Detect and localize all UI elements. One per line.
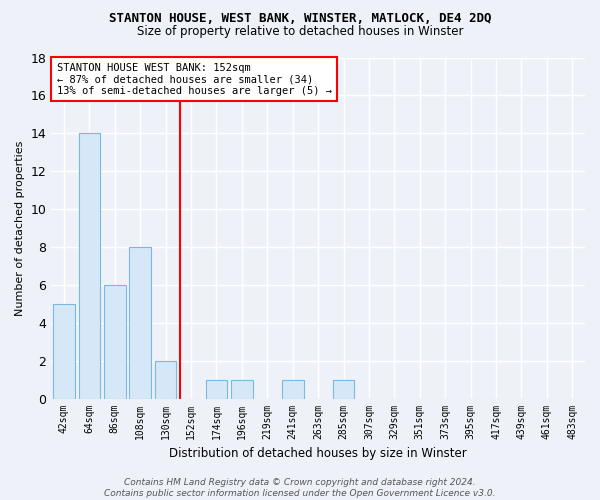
Bar — [333, 380, 355, 398]
Bar — [155, 360, 176, 399]
Bar — [53, 304, 75, 398]
Text: STANTON HOUSE WEST BANK: 152sqm
← 87% of detached houses are smaller (34)
13% of: STANTON HOUSE WEST BANK: 152sqm ← 87% of… — [56, 62, 332, 96]
Bar — [231, 380, 253, 398]
Bar — [206, 380, 227, 398]
Bar — [130, 247, 151, 398]
X-axis label: Distribution of detached houses by size in Winster: Distribution of detached houses by size … — [169, 447, 467, 460]
Bar — [104, 285, 125, 399]
Text: Size of property relative to detached houses in Winster: Size of property relative to detached ho… — [137, 25, 463, 38]
Bar — [79, 134, 100, 398]
Bar — [282, 380, 304, 398]
Text: Contains HM Land Registry data © Crown copyright and database right 2024.
Contai: Contains HM Land Registry data © Crown c… — [104, 478, 496, 498]
Text: STANTON HOUSE, WEST BANK, WINSTER, MATLOCK, DE4 2DQ: STANTON HOUSE, WEST BANK, WINSTER, MATLO… — [109, 12, 491, 26]
Y-axis label: Number of detached properties: Number of detached properties — [15, 140, 25, 316]
